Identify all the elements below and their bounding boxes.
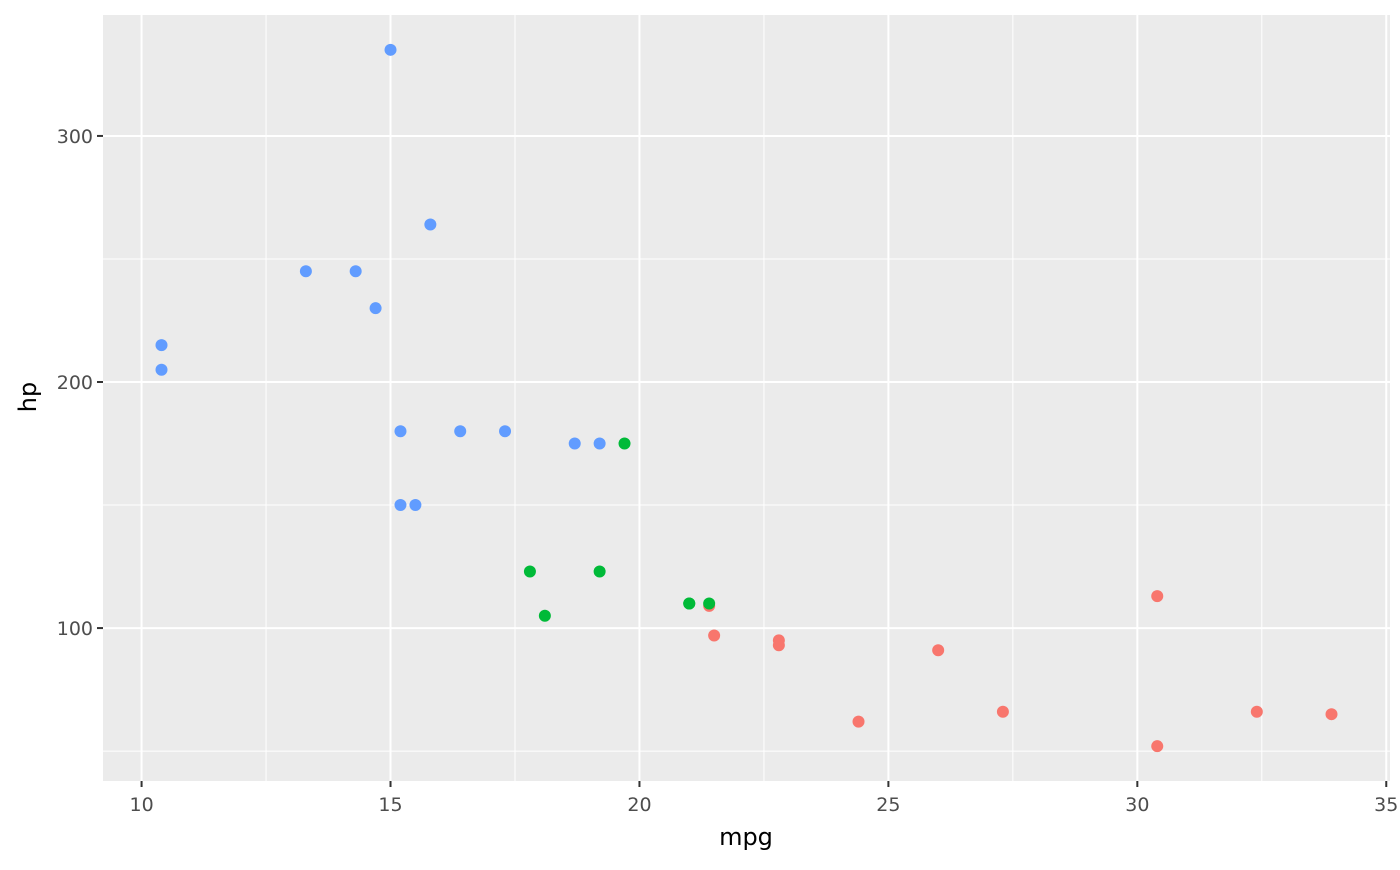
point (1250, 705, 1263, 718)
y-axis-title: hp (14, 382, 42, 412)
y-tick-label: 100 (57, 618, 93, 640)
point (523, 565, 536, 578)
x-tick-label: 20 (627, 794, 651, 816)
point (299, 265, 312, 278)
point (1151, 590, 1164, 603)
point (618, 437, 631, 450)
point (772, 634, 785, 647)
point (409, 499, 422, 512)
x-tick-label: 35 (1374, 794, 1398, 816)
x-tick-label: 30 (1125, 794, 1149, 816)
point (155, 363, 168, 376)
point (538, 609, 551, 622)
x-axis-title: mpg (719, 823, 773, 851)
x-tick-label: 10 (129, 794, 153, 816)
point (349, 265, 362, 278)
point (708, 629, 721, 642)
point (932, 644, 945, 657)
point (996, 705, 1009, 718)
point (394, 425, 407, 438)
point (499, 425, 512, 438)
point (703, 597, 716, 610)
panel (103, 15, 1390, 781)
point (424, 218, 437, 231)
point (384, 43, 397, 56)
point (568, 437, 581, 450)
x-tick-label: 25 (876, 794, 900, 816)
point (454, 425, 467, 438)
point (593, 437, 606, 450)
x-tick-label: 15 (378, 794, 402, 816)
point (683, 597, 696, 610)
y-tick-label: 200 (57, 372, 93, 394)
y-tick-label: 300 (57, 126, 93, 148)
point (369, 302, 382, 315)
point (1325, 708, 1338, 721)
point (852, 715, 865, 728)
point (394, 499, 407, 512)
point (593, 565, 606, 578)
point (155, 339, 168, 352)
point (1151, 740, 1164, 753)
